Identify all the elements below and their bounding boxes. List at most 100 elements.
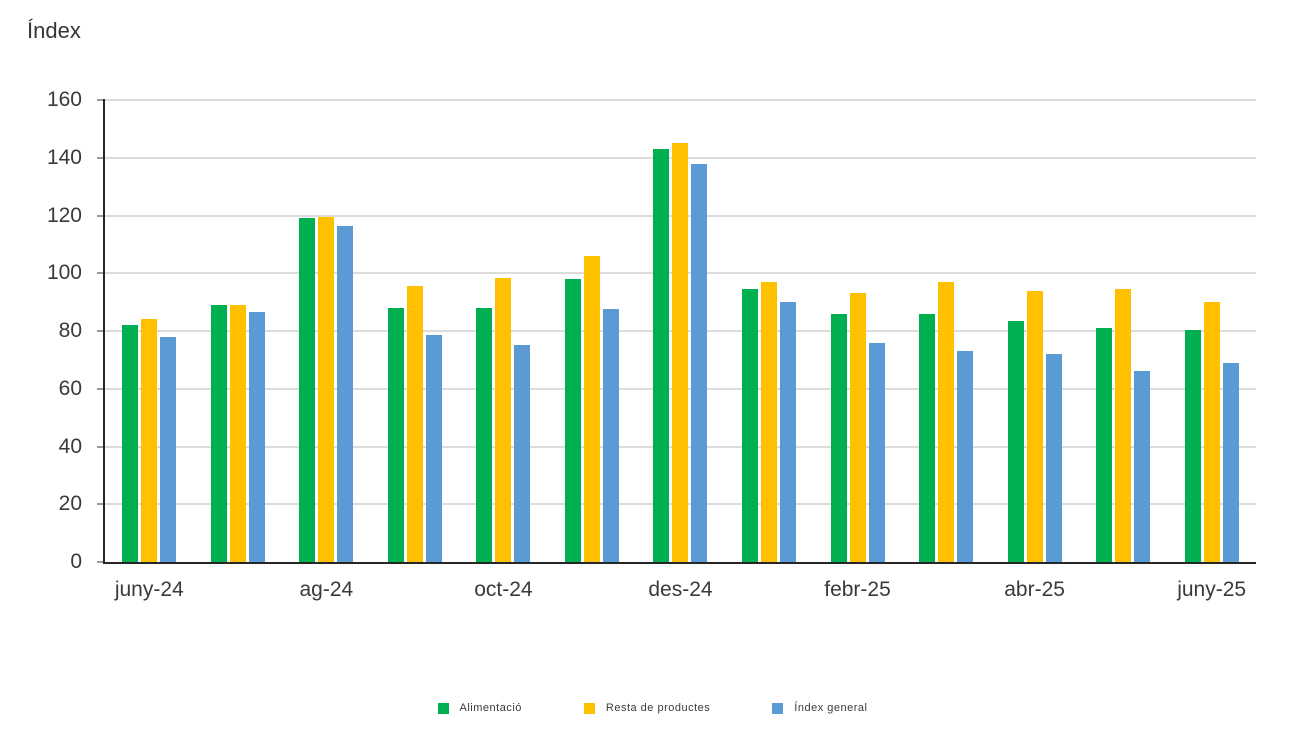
bar-index-general [425,335,442,562]
legend: Alimentació Resta de productes Índex gener… [0,702,1305,714]
y-axis-tick-label: 20 [58,492,82,516]
y-tick-mark [97,99,103,101]
bar-group [636,100,725,562]
x-axis-tick-label: oct-24 [474,578,533,601]
bar-index-general [160,336,177,562]
bar-resta-de-productes [849,293,866,562]
bar-resta-de-productes [672,143,689,562]
bar-group [725,100,814,562]
bar-resta-de-productes [1026,290,1043,562]
bar-group [902,100,991,562]
bar-alimentacio [564,279,581,562]
bar-resta-de-productes [1203,302,1220,562]
bar-alimentacio [387,307,404,562]
bar-group [813,100,902,562]
bar-alimentacio [476,307,493,562]
x-axis-labels: juny-24 ag-24 oct-24 des-24 febr-25 abr-25 jun… [105,578,1256,602]
bar-index-general [957,351,974,562]
y-axis-tick-label: 120 [46,203,82,227]
bar-group [1079,100,1168,562]
bar-index-general [779,302,796,562]
x-axis-tick-label: juny-25 [1177,578,1247,601]
bar-group [548,100,637,562]
x-axis-tick-label-empty [902,578,991,602]
legend-label: Alimentació [459,702,522,714]
bar-alimentacio [741,289,758,562]
plot-area [97,99,1256,564]
y-tick-mark [97,561,103,563]
x-axis-tick-label-empty [371,578,460,602]
y-axis-tick-label: 140 [46,145,82,169]
y-axis-tick-label: 160 [46,88,82,111]
y-tick-mark [97,272,103,275]
bar-group [282,100,371,562]
bar-alimentacio [653,149,670,562]
legend-item-alimentacio: Alimentació [437,702,522,714]
y-tick-mark [97,503,103,506]
bar-index-general [868,342,885,562]
bar-groups [105,100,1256,562]
legend-label: Índex general [794,702,868,714]
y-axis-tick-label: 100 [46,261,82,285]
y-axis-tick-label: 0 [70,550,82,573]
bar-index-general [337,225,354,562]
bar-resta-de-productes [583,255,600,562]
bar-group [990,100,1079,562]
chart-title: Índex [27,18,81,43]
bar-alimentacio [122,325,139,562]
bar-index-general [514,345,531,562]
y-axis-tick-label: 60 [58,376,82,400]
bar-group [459,100,548,562]
bar-alimentacio [919,313,936,562]
x-axis-tick-label-empty [548,578,637,602]
bar-index-general [691,163,708,562]
bar-resta-de-productes [229,305,246,562]
bar-index-general [1134,371,1151,562]
bar-resta-de-productes [760,281,777,562]
gridline-160 [105,99,1256,101]
legend-swatch-index-general [772,702,784,714]
y-axis-tick-label: 40 [58,434,82,458]
x-axis-tick-label: juny-24 [114,578,184,601]
x-axis-line [103,562,1256,564]
x-axis-tick-label-empty [725,578,814,602]
bar-group [105,100,194,562]
bar-group [1167,100,1256,562]
y-axis-tick-label: 80 [58,319,82,342]
legend-item-resta-de-productes: Resta de productes [583,702,711,714]
x-axis-tick-label-empty [194,578,283,602]
y-axis-labels: 0 20 40 60 80 100 120 140 160 [0,88,82,573]
x-axis-tick-label: febr-25 [824,578,891,601]
y-tick-mark [97,156,103,159]
x-axis-tick-label: ag-24 [299,578,354,601]
bar-alimentacio [210,305,227,562]
bar-alimentacio [830,313,847,562]
x-axis-tick-label: des-24 [648,578,713,601]
bar-resta-de-productes [141,319,158,562]
bar-index-general [1045,354,1062,562]
x-axis-tick-label-empty [1079,578,1168,602]
legend-swatch-resta-de-productes [583,702,595,714]
legend-swatch-alimentacio [437,702,449,714]
bar-index-general [248,312,265,562]
x-axis-tick-label: abr-25 [1004,578,1065,601]
bar-resta-de-productes [938,281,955,562]
bar-index-general [602,309,619,562]
bar-alimentacio [299,218,316,562]
bar-group [194,100,283,562]
y-tick-mark [97,445,103,448]
bar-index-general [1222,362,1239,562]
bar-resta-de-productes [1115,289,1132,562]
bar-alimentacio [1184,329,1201,562]
bar-group [371,100,460,562]
bar-alimentacio [1007,320,1024,562]
bar-resta-de-productes [318,216,335,562]
bar-resta-de-productes [495,277,512,562]
bar-resta-de-productes [406,286,423,562]
y-axis-line [103,99,105,564]
legend-label: Resta de productes [605,702,711,714]
legend-item-index-general: Índex general [772,702,867,714]
y-tick-mark [97,387,103,390]
bar-alimentacio [1096,328,1113,562]
y-tick-mark [97,214,103,217]
